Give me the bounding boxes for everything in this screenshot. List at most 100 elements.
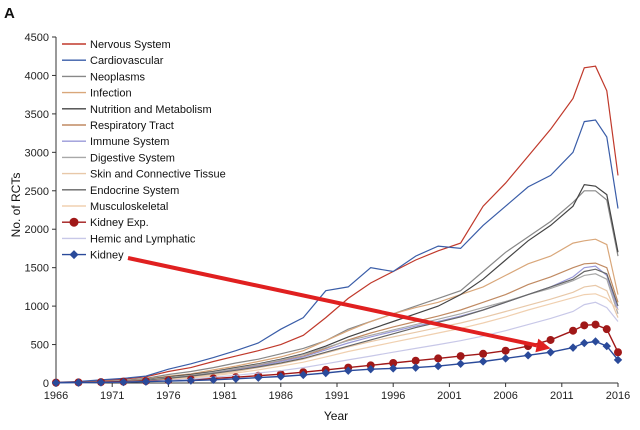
- legend-label: Nervous System: [90, 39, 171, 51]
- kidney-point: [344, 366, 353, 375]
- y-tick-label: 0: [43, 378, 49, 390]
- legend-item-cardiovascular: Cardiovascular: [62, 55, 164, 67]
- kidney-exp-point: [411, 356, 420, 365]
- y-tick-label: 3000: [25, 147, 49, 159]
- kidney-point: [602, 341, 611, 351]
- kidney-point: [433, 361, 443, 371]
- series-line-immune-system: [55, 265, 619, 384]
- x-tick-label: 1996: [381, 390, 405, 402]
- kidney-point: [613, 355, 623, 365]
- series-line-musculoskeletal: [55, 293, 619, 384]
- series-cardiovascular: [55, 119, 619, 383]
- kidney-exp-point: [580, 321, 589, 330]
- annotation-arrow-shaft: [127, 256, 538, 348]
- legend-label: Endocrine System: [90, 185, 179, 197]
- kidney-point: [96, 378, 106, 387]
- legend-item-nervous-system: Nervous System: [62, 39, 171, 51]
- legend-item-neoplasms: Neoplasms: [62, 71, 146, 83]
- kidney-point: [501, 354, 510, 363]
- series-line-hemic-and-lymphatic: [55, 301, 619, 384]
- legend-marker-diamond: [69, 250, 79, 260]
- legend-item-respiratory-tract: Respiratory Tract: [62, 120, 174, 132]
- x-tick-label: 2011: [550, 390, 574, 402]
- kidney-exp-point: [591, 320, 600, 329]
- legend-item-musculoskeletal: Musculoskeletal: [62, 201, 168, 213]
- legend-label: Cardiovascular: [90, 55, 164, 67]
- panel-label: A: [4, 5, 15, 22]
- legend-item-digestive-system: Digestive System: [62, 152, 175, 164]
- x-tick-label: 2001: [437, 390, 461, 402]
- kidney-exp-point: [434, 354, 443, 363]
- x-tick-label: 1991: [325, 390, 349, 402]
- legend-item-immune-system: Immune System: [62, 136, 169, 148]
- legend-label: Skin and Connective Tissue: [90, 169, 226, 181]
- legend: Nervous System Cardiovascular Neoplasms Inf…: [62, 39, 226, 262]
- legend-item-endocrine-system: Endocrine System: [62, 185, 179, 197]
- kidney-exp-point: [389, 359, 398, 368]
- kidney-point: [321, 368, 330, 378]
- series-line-kidney: [55, 340, 619, 384]
- legend-label: Digestive System: [90, 152, 175, 164]
- legend-item-nutrition-and-metabolism: Nutrition and Metabolism: [62, 104, 212, 116]
- y-tick-label: 3500: [25, 109, 49, 121]
- series-line-nutrition-and-metabolism: [55, 183, 619, 384]
- legend-item-hemic-and-lymphatic: Hemic and Lymphatic: [62, 233, 196, 245]
- legend-label: Immune System: [90, 136, 169, 148]
- legend-item-infection: Infection: [62, 88, 132, 100]
- kidney-exp-point: [456, 352, 465, 361]
- kidney-point: [74, 378, 83, 387]
- series-hemic-and-lymphatic: [55, 301, 619, 384]
- kidney-point: [580, 338, 589, 348]
- series-layer: [51, 65, 623, 387]
- kidney-exp-point: [501, 346, 510, 355]
- y-tick-label: 1000: [25, 301, 49, 313]
- axes: 0 500 1000 1500 2000 2500 3000 3500 4000 4500 1966…: [25, 32, 631, 402]
- kidney-point: [366, 364, 375, 374]
- kidney-point: [119, 377, 128, 387]
- x-tick-label: 1976: [156, 390, 180, 402]
- kidney-point: [389, 364, 398, 373]
- series-line-neoplasms: [55, 190, 619, 384]
- kidney-point: [411, 363, 420, 372]
- x-tick-label: 1971: [100, 390, 124, 402]
- y-axis-title: No. of RCTs: [9, 173, 23, 238]
- y-tick-label: 2000: [25, 224, 49, 236]
- series-line-cardiovascular: [55, 119, 619, 383]
- legend-label: Hemic and Lymphatic: [90, 233, 196, 245]
- series-line-endocrine-system: [55, 268, 619, 384]
- x-tick-label: 1966: [44, 390, 68, 402]
- kidney-point: [546, 348, 555, 357]
- legend-label: Nutrition and Metabolism: [90, 104, 212, 116]
- y-tick-label: 1500: [25, 263, 49, 275]
- x-tick-label: 2006: [493, 390, 517, 402]
- kidney-point: [299, 370, 308, 380]
- series-endocrine-system: [55, 268, 619, 384]
- legend-item-skin-and-connective-tissue: Skin and Connective Tissue: [62, 169, 226, 181]
- series-line-digestive-system: [55, 273, 619, 384]
- kidney-point: [186, 376, 196, 385]
- series-nervous-system: [55, 65, 619, 384]
- kidney-exp-point: [479, 349, 488, 358]
- series-kidney: [51, 337, 623, 387]
- y-tick-label: 4000: [25, 70, 49, 82]
- y-tick-label: 4500: [25, 32, 49, 44]
- kidney-point: [276, 372, 285, 381]
- kidney-exp-point: [546, 335, 555, 344]
- annotation-arrow-head: [535, 338, 551, 353]
- kidney-point: [591, 337, 600, 346]
- legend-label: Kidney: [90, 250, 124, 262]
- legend-label: Neoplasms: [90, 71, 146, 83]
- kidney-exp-point: [569, 326, 578, 335]
- y-tick-label: 500: [31, 340, 49, 352]
- legend-label: Respiratory Tract: [90, 120, 174, 132]
- x-tick-label: 1981: [212, 390, 236, 402]
- kidney-exp-point: [602, 325, 611, 334]
- kidney-exp-point: [614, 348, 622, 357]
- x-tick-label: 1986: [269, 390, 293, 402]
- legend-marker-circle: [69, 217, 79, 227]
- kidney-point: [478, 357, 488, 366]
- series-line-nervous-system: [55, 65, 619, 384]
- series-immune-system: [55, 265, 619, 384]
- series-musculoskeletal: [55, 293, 619, 384]
